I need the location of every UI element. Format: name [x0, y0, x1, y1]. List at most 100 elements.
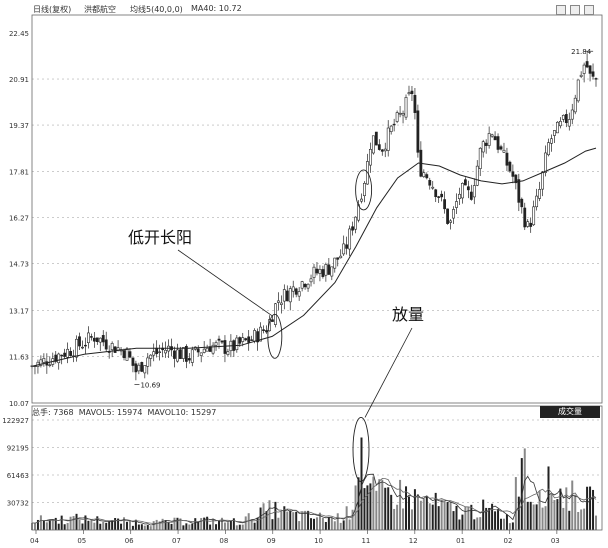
candle-body: [217, 338, 221, 341]
volume-bar: [363, 488, 366, 530]
volume-bar: [321, 518, 324, 530]
candle-body: [92, 337, 96, 342]
candle-body: [547, 142, 550, 156]
volume-bar: [443, 501, 446, 530]
volume-bar: [42, 520, 45, 530]
volume-bar: [574, 494, 577, 530]
volume-bar: [54, 517, 57, 530]
candle-body: [285, 290, 289, 302]
volume-bar: [39, 515, 42, 530]
candle-body: [155, 347, 159, 355]
price-tick-label: 11.63: [9, 353, 29, 361]
candle-body: [128, 351, 132, 358]
candle-body: [137, 364, 141, 372]
volume-bar: [410, 509, 413, 530]
candle-body: [541, 171, 544, 190]
volume-bar: [36, 519, 39, 530]
restore-icon[interactable]: [570, 5, 580, 15]
candle-body: [164, 349, 167, 354]
volume-bar: [402, 508, 405, 530]
volume-bar: [387, 487, 390, 530]
candle-body: [377, 144, 381, 150]
volume-bar: [215, 524, 218, 530]
volume-bar: [241, 524, 244, 530]
candle-body: [220, 340, 224, 343]
minimize-icon[interactable]: [556, 5, 566, 15]
candle-body: [481, 141, 485, 153]
volume-bar: [419, 500, 422, 530]
volume-bar: [339, 522, 342, 530]
x-tick-label: 08: [219, 537, 228, 545]
volume-bar: [449, 501, 452, 530]
candle-body: [404, 97, 408, 118]
volume-bar: [250, 519, 253, 530]
volume-bar: [384, 487, 387, 530]
candle-body: [199, 352, 203, 356]
candle-body: [181, 347, 185, 359]
label-volume: 放量: [392, 305, 424, 324]
candle-body: [585, 61, 589, 68]
candle-body: [98, 337, 102, 343]
candle-body: [389, 125, 393, 132]
candle-body: [428, 180, 432, 186]
x-tick-label: 07: [172, 537, 181, 545]
volume-bar: [298, 521, 301, 530]
candle-body: [351, 226, 354, 231]
volume-panel-button[interactable]: 成交量: [540, 406, 600, 418]
volume-bar: [301, 512, 304, 530]
candle-body: [42, 358, 46, 363]
candle-body: [143, 365, 147, 374]
candle-body: [223, 340, 227, 354]
candle-body: [553, 130, 556, 136]
volume-bar: [307, 510, 310, 530]
candle-body: [567, 119, 571, 127]
volume-bar: [143, 525, 146, 530]
candle-body: [110, 343, 114, 351]
mavol5-line: [31, 473, 597, 526]
volume-bar: [78, 519, 81, 530]
volume-bar: [428, 503, 431, 530]
candle-body: [60, 354, 64, 357]
candle-body: [594, 78, 598, 80]
volume-bar: [366, 485, 369, 530]
volume-bar: [324, 521, 327, 530]
volume-bar: [220, 517, 223, 530]
volume-bar: [226, 522, 229, 530]
x-tick-label: 03: [551, 537, 560, 545]
volume-bar: [200, 518, 203, 530]
candle-body: [95, 337, 99, 342]
candle-body: [306, 283, 310, 289]
close-icon[interactable]: [584, 5, 594, 15]
volume-bar: [197, 521, 200, 530]
candle-body: [333, 257, 337, 269]
candle-body: [455, 201, 458, 208]
candle-body: [588, 65, 592, 74]
volume-total: 总手: 7368: [32, 408, 74, 417]
volume-bar: [114, 518, 117, 530]
volume-bar: [559, 488, 562, 530]
candle-body: [247, 336, 251, 343]
candle-body: [363, 182, 366, 197]
volume-bar: [547, 466, 550, 530]
candle-body: [39, 359, 43, 366]
candle-body: [461, 182, 464, 199]
volume-bar: [149, 526, 152, 530]
volume-bar: [268, 500, 271, 530]
candle-body: [395, 112, 399, 122]
candle-body: [214, 342, 218, 346]
volume-bar: [105, 522, 108, 530]
volume-bar: [60, 515, 63, 530]
candle-body: [152, 351, 156, 356]
candle-body: [75, 338, 78, 358]
candle-body: [496, 136, 500, 150]
volume-bar: [586, 486, 589, 530]
candle-body: [371, 135, 375, 154]
volume-bar: [505, 514, 508, 530]
candle-body: [582, 64, 586, 74]
volume-bar: [544, 506, 547, 530]
candle-body: [348, 228, 352, 250]
volume-tick-label: 122927: [2, 417, 29, 425]
volume-bar: [330, 517, 333, 530]
volume-bar: [93, 522, 96, 530]
